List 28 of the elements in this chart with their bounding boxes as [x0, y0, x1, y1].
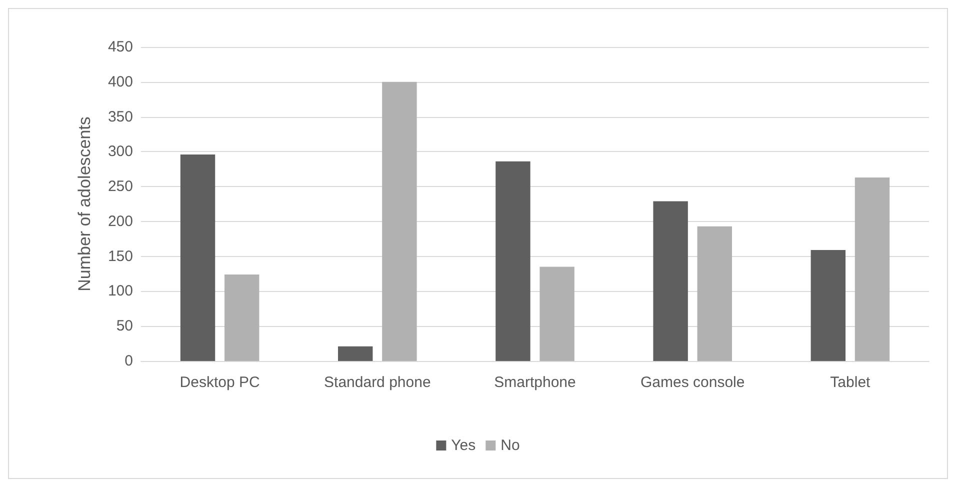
y-tick-label: 200: [108, 212, 133, 230]
y-tick-label: 0: [124, 352, 133, 370]
y-tick-label: 50: [116, 318, 133, 335]
y-tick-label: 300: [108, 143, 133, 160]
y-tick-label: 450: [108, 38, 133, 56]
legend-label: Yes: [451, 437, 476, 454]
bar: [382, 82, 417, 361]
x-tick-label: Tablet: [830, 374, 872, 391]
y-tick-label: 350: [108, 108, 133, 126]
bar: [180, 154, 216, 361]
y-tick-label: 400: [108, 73, 133, 90]
bar: [697, 226, 732, 361]
x-tick-label: Desktop PC: [180, 374, 260, 391]
x-tick-label: Standard phone: [324, 374, 431, 391]
x-tick-label: Smartphone: [494, 374, 576, 391]
bar: [338, 346, 373, 361]
bar: [540, 266, 574, 361]
y-tick-label: 100: [108, 282, 133, 300]
x-tick-label: Games console: [640, 374, 745, 391]
y-tick-label: 250: [108, 178, 133, 196]
bar: [653, 201, 688, 361]
legend-label: No: [500, 437, 520, 454]
bar: [854, 177, 890, 361]
y-axis-title: Number of adolescents: [75, 116, 94, 292]
bar: [224, 274, 260, 361]
bar: [496, 161, 530, 361]
y-tick-label: 150: [108, 248, 133, 265]
bar: [810, 250, 846, 361]
